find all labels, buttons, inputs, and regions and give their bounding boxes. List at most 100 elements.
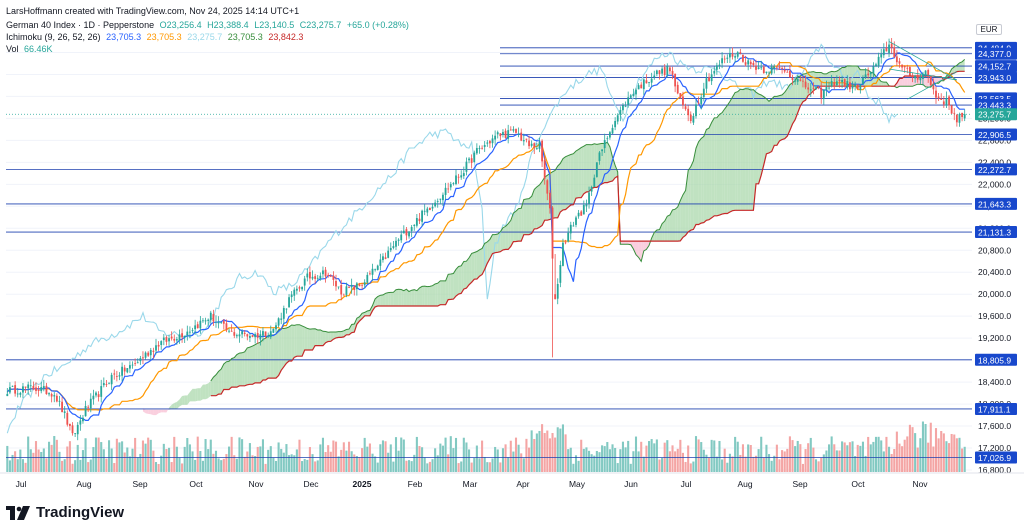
volume-bar <box>955 438 958 472</box>
candle-body <box>423 210 426 212</box>
candle-body <box>272 328 275 333</box>
volume-bar <box>473 457 476 472</box>
cloud-segment <box>312 328 316 350</box>
cloud-segment <box>390 292 394 307</box>
volume-bar <box>100 442 103 472</box>
candle-body <box>285 308 288 310</box>
volume-bar <box>256 446 259 472</box>
candle-body <box>953 112 956 114</box>
candle-body <box>233 332 236 336</box>
candle-body <box>262 331 264 336</box>
cloud-segment <box>849 65 853 87</box>
volume-bar <box>953 434 956 472</box>
cloud-segment <box>782 92 785 140</box>
volume-bar <box>872 441 875 472</box>
candle-body <box>392 246 395 248</box>
candle-body <box>204 320 207 322</box>
volume-bar <box>619 449 622 472</box>
candle-body <box>481 147 483 149</box>
volume-bar <box>543 433 546 472</box>
cloud-segment <box>959 61 963 72</box>
volume-bar <box>888 446 891 472</box>
cloud-segment <box>802 73 806 102</box>
candle-body <box>335 280 337 287</box>
cloud-segment <box>750 89 754 211</box>
volume-bar <box>428 461 431 472</box>
candles <box>6 38 966 441</box>
currency-badge[interactable]: EUR <box>976 24 1002 35</box>
volume-bar <box>196 436 199 472</box>
volume-bar <box>961 448 964 472</box>
candle-body <box>705 78 708 89</box>
volume-bar <box>34 441 38 472</box>
candle-body <box>303 278 306 286</box>
volume-bar <box>449 436 452 472</box>
cloud-segment <box>234 354 237 388</box>
volume-bar <box>509 440 512 472</box>
cloud-segment <box>450 273 454 300</box>
symbol-title[interactable]: German 40 Index · 1D · Pepperstone <box>6 20 155 30</box>
cloud-segment <box>265 335 269 380</box>
cloud-segment <box>682 190 686 238</box>
cloud-segment <box>500 227 503 252</box>
candle-body <box>687 108 690 116</box>
volume-bar <box>621 441 624 472</box>
candle-body <box>906 67 909 69</box>
volume-bar <box>488 462 491 472</box>
cloud-segment <box>479 248 483 277</box>
candle-body <box>614 120 617 128</box>
volume-bar <box>418 446 421 472</box>
candle-body <box>697 102 700 104</box>
brand-logo: TradingView <box>6 504 124 521</box>
candle-body <box>376 265 379 270</box>
volume-line[interactable]: Vol 66.46K <box>6 44 56 55</box>
volume-bar <box>687 445 690 472</box>
x-tick-label: 2025 <box>353 479 372 489</box>
cloud-segment <box>456 266 459 296</box>
volume-bar <box>123 452 126 472</box>
volume-bar <box>593 455 596 472</box>
candle-body <box>747 60 750 65</box>
cloud-segment <box>709 122 712 220</box>
volume-bar <box>337 456 340 472</box>
candle-body <box>147 352 150 356</box>
volume-bar <box>708 457 711 472</box>
ichimoku-line[interactable]: Ichimoku (9, 26, 52, 26) 23,705.3 23,705… <box>6 32 306 43</box>
candle-body <box>828 87 830 89</box>
cloud-segment <box>508 220 511 250</box>
cloud-segment <box>526 198 530 235</box>
candle-body <box>95 392 97 396</box>
candle-body <box>191 330 194 331</box>
candle-body <box>444 187 447 195</box>
candle-body <box>256 333 259 338</box>
cloud-segment <box>954 65 957 74</box>
cloud-segment <box>667 214 670 242</box>
candle-body <box>585 204 588 207</box>
volume-bar <box>32 452 35 472</box>
volume-bar <box>37 449 40 472</box>
candle-body <box>366 274 369 283</box>
candle-body <box>695 104 697 117</box>
candle-body <box>491 138 494 144</box>
cloud-segment <box>466 257 470 289</box>
cloud-segment <box>276 329 279 379</box>
y-tick-label: 19,200.0 <box>978 333 1011 343</box>
volume-bar <box>45 458 48 472</box>
candle-body <box>619 109 622 115</box>
volume-bar <box>710 439 713 472</box>
candle-body <box>867 73 870 76</box>
cloud-segment <box>278 328 282 376</box>
volume-bar <box>173 436 176 472</box>
cloud-segment <box>161 409 164 413</box>
cloud-segment <box>283 327 287 367</box>
cloud-segment <box>341 330 344 338</box>
volume-bar <box>846 445 849 472</box>
candle-body <box>835 81 838 86</box>
candle-body <box>230 330 233 332</box>
volume-bar <box>295 449 298 472</box>
cloud-segment <box>257 342 261 383</box>
cloud-segment <box>213 374 216 396</box>
price-level-label: 23,563.5 <box>978 94 1011 104</box>
candle-body <box>637 85 640 90</box>
